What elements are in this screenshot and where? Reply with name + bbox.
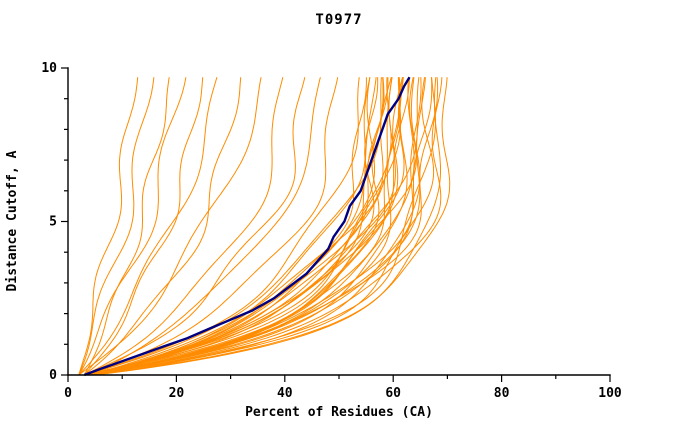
model-curve — [78, 77, 262, 376]
model-curves-layer — [78, 76, 451, 377]
model-curve — [94, 77, 420, 376]
model-curve — [84, 77, 284, 376]
model-curve — [83, 77, 242, 376]
model-curve — [95, 77, 405, 376]
x-tick-label: 20 — [169, 386, 185, 401]
x-axis-label: Percent of Residues (CA) — [245, 405, 433, 420]
model-curve — [89, 77, 417, 376]
x-tick-label: 80 — [494, 386, 510, 401]
model-curve — [83, 77, 204, 376]
x-tick-label: 40 — [277, 386, 293, 401]
x-tick-label: 0 — [64, 386, 72, 401]
tick-labels-layer: 0 20 40 60 80 100 0 5 10 — [41, 61, 622, 401]
model-curve — [84, 77, 393, 376]
model-curve — [89, 77, 371, 376]
model-curve — [83, 77, 170, 376]
model-curve — [95, 77, 451, 376]
y-axis-label: Distance Cutoff, A — [5, 150, 20, 291]
model-curve — [95, 77, 441, 376]
model-curve — [89, 77, 321, 376]
x-tick-label: 60 — [385, 386, 401, 401]
model-curve — [78, 77, 155, 376]
model-curve — [84, 77, 422, 376]
chart-title: T0977 — [315, 12, 362, 28]
y-tick-label: 10 — [41, 61, 57, 76]
model-curve — [89, 77, 367, 376]
x-tick-label: 100 — [598, 386, 622, 401]
model-curve — [89, 77, 403, 376]
model-curve — [94, 77, 392, 376]
model-curve — [94, 77, 389, 376]
model-curve — [84, 77, 439, 376]
model-curve — [84, 77, 435, 376]
model-curve — [84, 77, 379, 376]
model-curve — [89, 77, 415, 376]
model-curve — [84, 77, 306, 376]
model-curve — [89, 77, 436, 376]
model-curve — [78, 77, 187, 376]
y-tick-label: 5 — [49, 215, 57, 230]
highlighted-curve — [83, 76, 411, 377]
y-tick-label: 0 — [49, 368, 57, 383]
model-curve — [89, 77, 443, 376]
axes-layer — [61, 67, 611, 382]
model-curve — [89, 77, 426, 376]
model-curve — [84, 77, 339, 376]
model-curve — [95, 77, 433, 376]
model-curve — [89, 77, 377, 376]
model-curve — [78, 77, 139, 376]
model-curve — [78, 77, 218, 376]
